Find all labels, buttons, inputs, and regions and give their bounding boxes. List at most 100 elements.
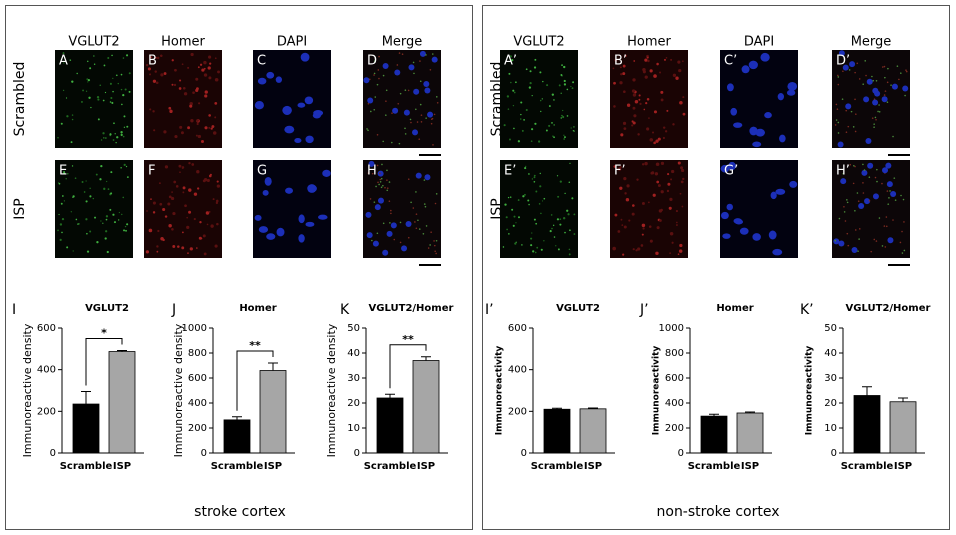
speck [676,221,678,224]
speck [210,127,213,130]
speck [660,98,664,102]
speck [854,71,856,74]
speck [377,181,379,184]
speck [123,126,126,128]
speck [553,136,555,139]
speck [386,169,388,172]
speck [848,69,851,71]
speck [837,141,844,148]
speck [651,131,655,134]
speck [523,193,526,196]
speck [518,216,520,219]
speck [853,164,855,167]
speck [87,81,89,83]
nucleus [722,233,731,239]
speck [622,253,625,256]
speck [528,173,530,175]
nucleus [726,83,734,92]
speck [382,62,389,69]
speck [521,244,523,246]
panel-letter: D’ [836,54,850,69]
speck [533,66,537,69]
speck [363,77,370,84]
speck [168,106,172,110]
speck [123,115,126,118]
y-tick-label: 400 [188,398,207,409]
image-background [55,50,133,148]
speck [171,191,173,193]
speck [559,180,562,183]
speck [564,136,566,139]
speck [118,219,120,221]
speck [434,202,437,205]
speck [507,108,510,110]
speck [61,218,65,221]
speck [388,181,391,183]
speck [390,212,392,215]
speck [892,135,894,138]
speck [66,115,69,118]
speck [187,66,190,69]
nucleus [305,135,314,144]
speck [60,122,63,125]
speck [854,165,856,168]
speck [366,232,373,239]
error-bar [898,397,908,402]
speck [435,252,437,255]
speck [86,78,89,80]
speck [631,124,634,127]
speck [112,139,115,141]
speck [120,88,123,91]
speck [884,90,887,92]
speck [200,237,203,240]
speck [110,97,113,100]
speck [75,218,78,221]
significance-bracket [85,338,123,386]
x-tick-label: ISP [741,461,759,472]
speck [425,117,427,119]
speck [216,184,221,188]
speck [654,172,659,176]
speck [424,87,431,94]
speck [872,99,879,106]
speck [99,84,102,87]
speck [562,115,565,119]
speck [563,65,566,69]
speck [655,251,659,256]
speck [196,122,199,126]
speck [152,79,157,83]
speck [181,231,184,234]
speck [862,83,864,86]
speck [835,103,838,106]
speck [881,96,888,103]
speck [96,96,100,99]
chart-title: VGLUT2/Homer [846,303,931,314]
x-tick-label: Scramble [531,461,584,472]
speck [93,63,96,65]
speck [410,201,412,204]
speck [614,58,618,62]
speck [520,101,523,104]
chart-title: Homer [716,303,753,314]
nucleus [276,227,285,237]
speck [413,72,415,75]
speck [158,182,161,185]
speck [367,102,370,105]
speck [524,167,527,170]
speck [889,190,891,192]
y-tick-label: 0 [50,448,56,459]
speck [196,170,200,174]
speck [877,110,879,113]
speck [678,68,682,73]
significance-bracket [389,344,427,389]
speck [195,77,199,81]
speck [430,231,432,234]
panel-letter: C [257,54,266,69]
speck [121,103,123,106]
speck [901,230,903,233]
speck [177,245,180,248]
speck [679,192,682,195]
speck [435,96,438,98]
speck [115,141,117,144]
nucleus [284,125,295,134]
